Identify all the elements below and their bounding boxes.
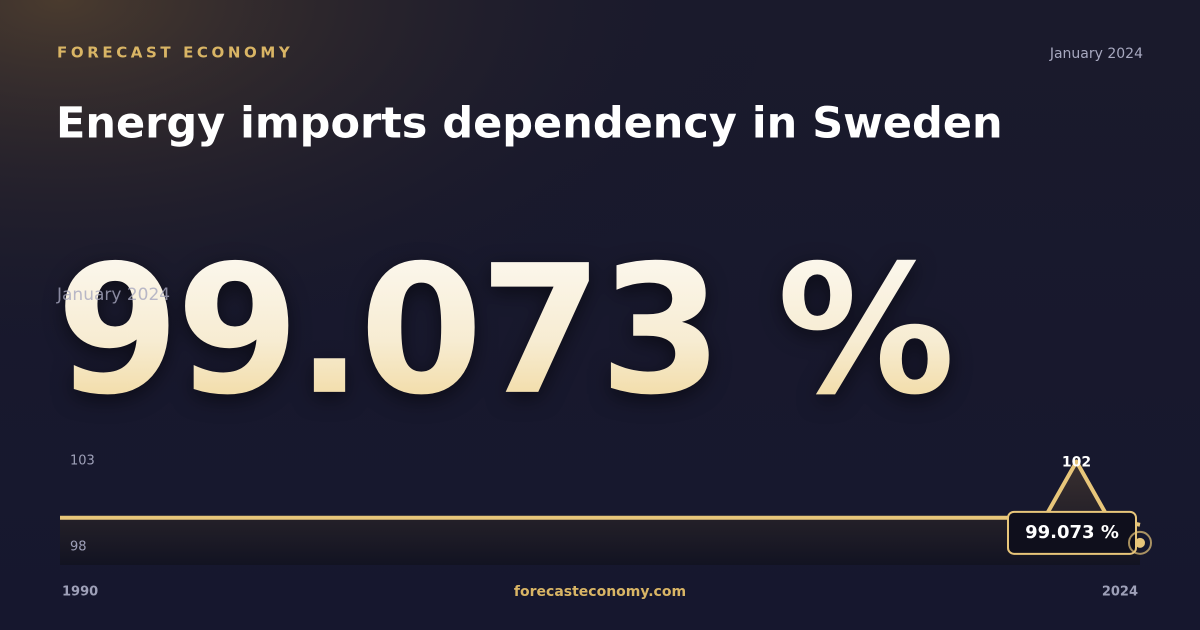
y-tick-label: 98: [70, 540, 87, 555]
area: [60, 461, 1140, 565]
sparkline: 102 99.073 % 98 103 1990 2024: [60, 454, 1152, 600]
end-ring: [1128, 530, 1152, 555]
brand: FORECAST ECONOMY: [57, 44, 293, 62]
date: January 2024: [1049, 46, 1143, 62]
peak-label: 102: [1062, 455, 1091, 471]
headline-date: January 2024: [56, 285, 170, 305]
x-tick-label: 1990: [62, 585, 98, 600]
footer: forecasteconomy.com: [514, 584, 686, 600]
end-point: [1135, 537, 1145, 548]
y-tick-label: 103: [70, 454, 95, 469]
title: Energy imports dependency in Sweden: [56, 99, 1003, 149]
callout-label: 99.073 %: [1025, 522, 1119, 543]
x-tick-label: 2024: [1102, 585, 1138, 600]
headline-value: 99.073 %: [56, 227, 951, 434]
